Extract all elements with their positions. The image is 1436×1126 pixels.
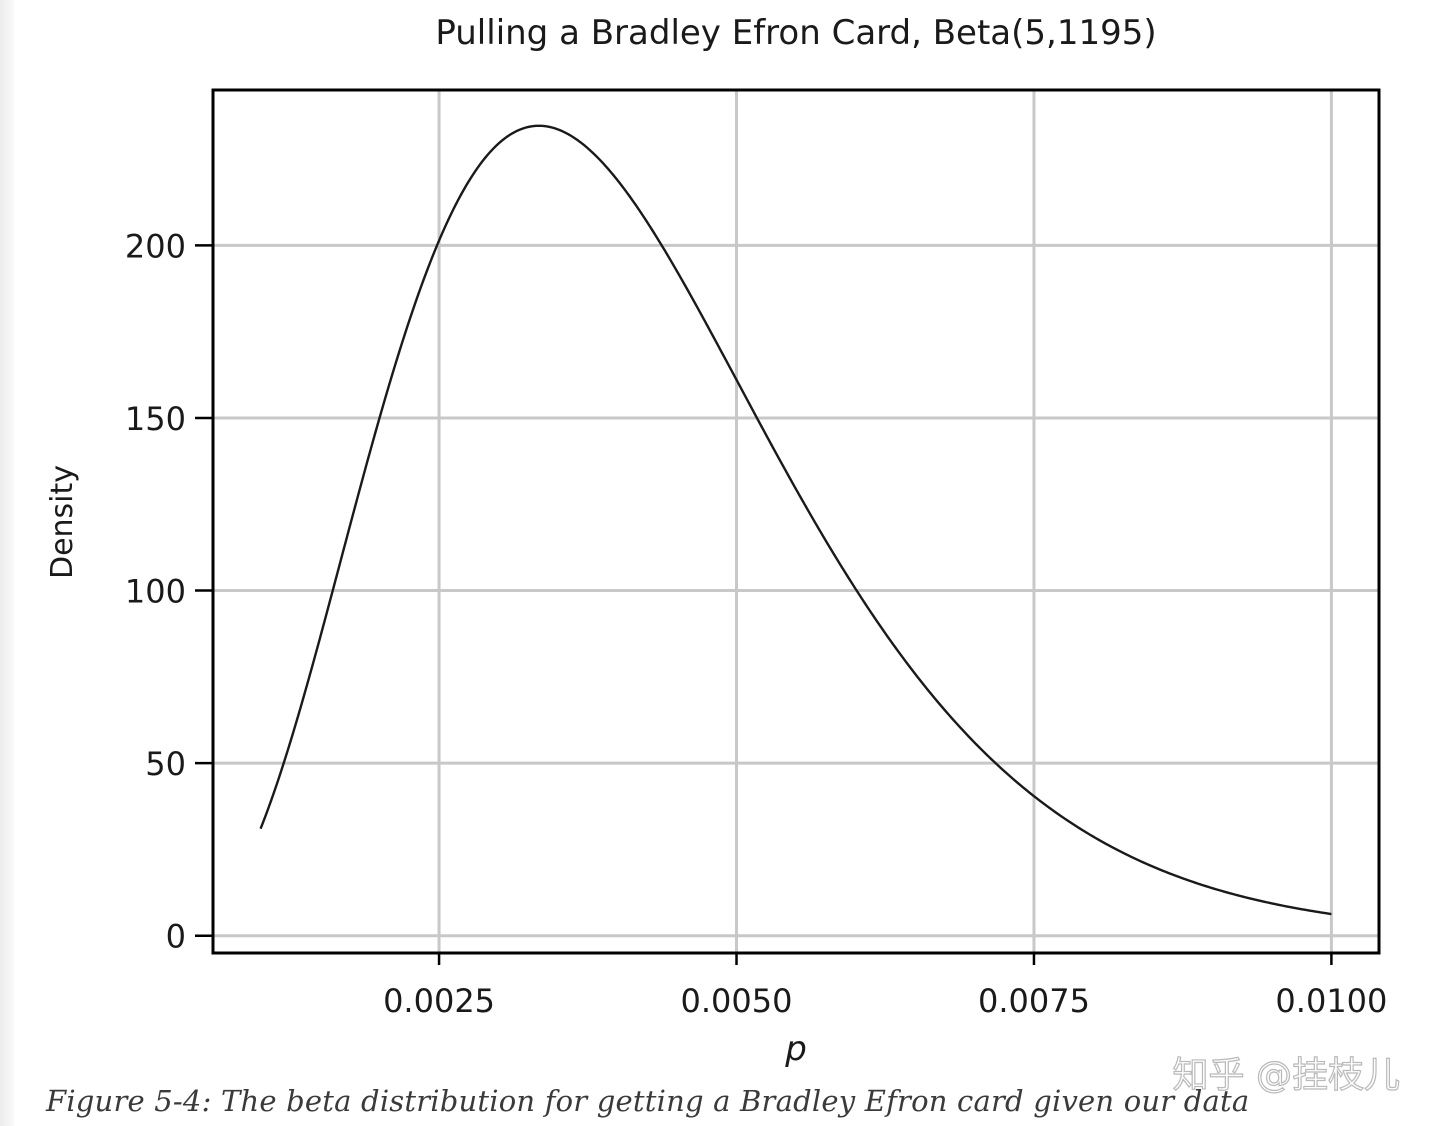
grid-lines [213, 90, 1379, 953]
figure-caption: Figure 5-4: The beta distribution for ge… [46, 1084, 1250, 1118]
x-axis-label: p [784, 1029, 807, 1069]
x-tick-label-0: 0.0025 [383, 982, 495, 1020]
watermark: 知乎 @挂枝儿 [1172, 1054, 1401, 1096]
y-tick-label-3: 150 [125, 400, 186, 438]
y-axis-ticks: 0 50 100 150 200 [125, 227, 213, 956]
y-tick-label-4: 200 [125, 227, 186, 265]
page-edge-shadow [0, 0, 14, 1126]
density-curve-line [259, 124, 1332, 916]
plot-frame [211, 88, 1381, 955]
y-tick-label-2: 100 [125, 573, 186, 611]
y-tick-label-0: 0 [166, 918, 186, 956]
y-axis-label: Density [45, 465, 80, 579]
y-tick-label-1: 50 [145, 745, 186, 783]
chart-title: Pulling a Bradley Efron Card, Beta(5,119… [435, 13, 1156, 53]
x-axis-ticks: 0.0025 0.0050 0.0075 0.0100 [383, 953, 1387, 1020]
x-tick-label-1: 0.0050 [681, 982, 793, 1020]
x-tick-label-2: 0.0075 [978, 982, 1090, 1020]
x-tick-label-3: 0.0100 [1275, 982, 1387, 1020]
beta-density-chart: Pulling a Bradley Efron Card, Beta(5,119… [45, 13, 1387, 1069]
